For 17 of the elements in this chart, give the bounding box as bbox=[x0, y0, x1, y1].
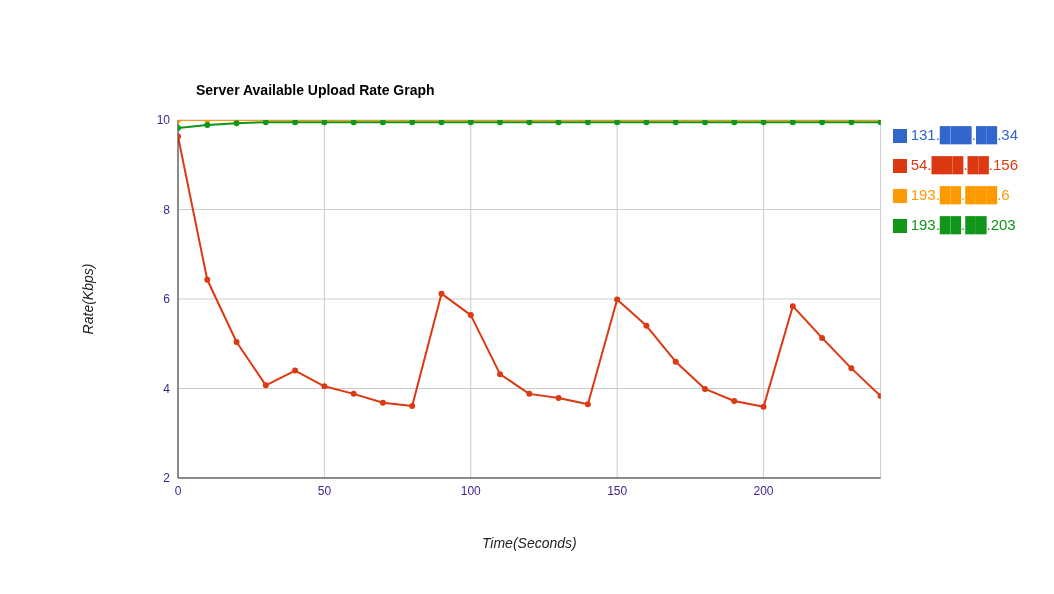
chart-title: Server Available Upload Rate Graph bbox=[196, 82, 435, 98]
x-axis-title: Time(Seconds) bbox=[481, 535, 577, 551]
x-tick-label: 0 bbox=[174, 483, 182, 498]
legend-label: 193.██.███.6 bbox=[910, 186, 1010, 203]
y-tick-label: 2 bbox=[163, 471, 171, 486]
legend-label: 131.███.██.34 bbox=[910, 126, 1018, 143]
legend-label: 193.██.██.203 bbox=[910, 216, 1016, 233]
legend-label: 54.███.██.156 bbox=[910, 156, 1018, 173]
y-axis-title: Rate(Kbps) bbox=[79, 263, 96, 335]
y-tick-label: 6 bbox=[163, 292, 171, 307]
x-tick-label: 200 bbox=[753, 483, 774, 498]
y-tick-label: 4 bbox=[163, 381, 171, 396]
x-tick-label: 100 bbox=[460, 483, 482, 498]
x-tick-label: 150 bbox=[607, 483, 628, 498]
y-tick-label: 8 bbox=[163, 202, 171, 217]
y-tick-label: 10 bbox=[156, 113, 171, 128]
x-tick-label: 50 bbox=[317, 483, 332, 498]
